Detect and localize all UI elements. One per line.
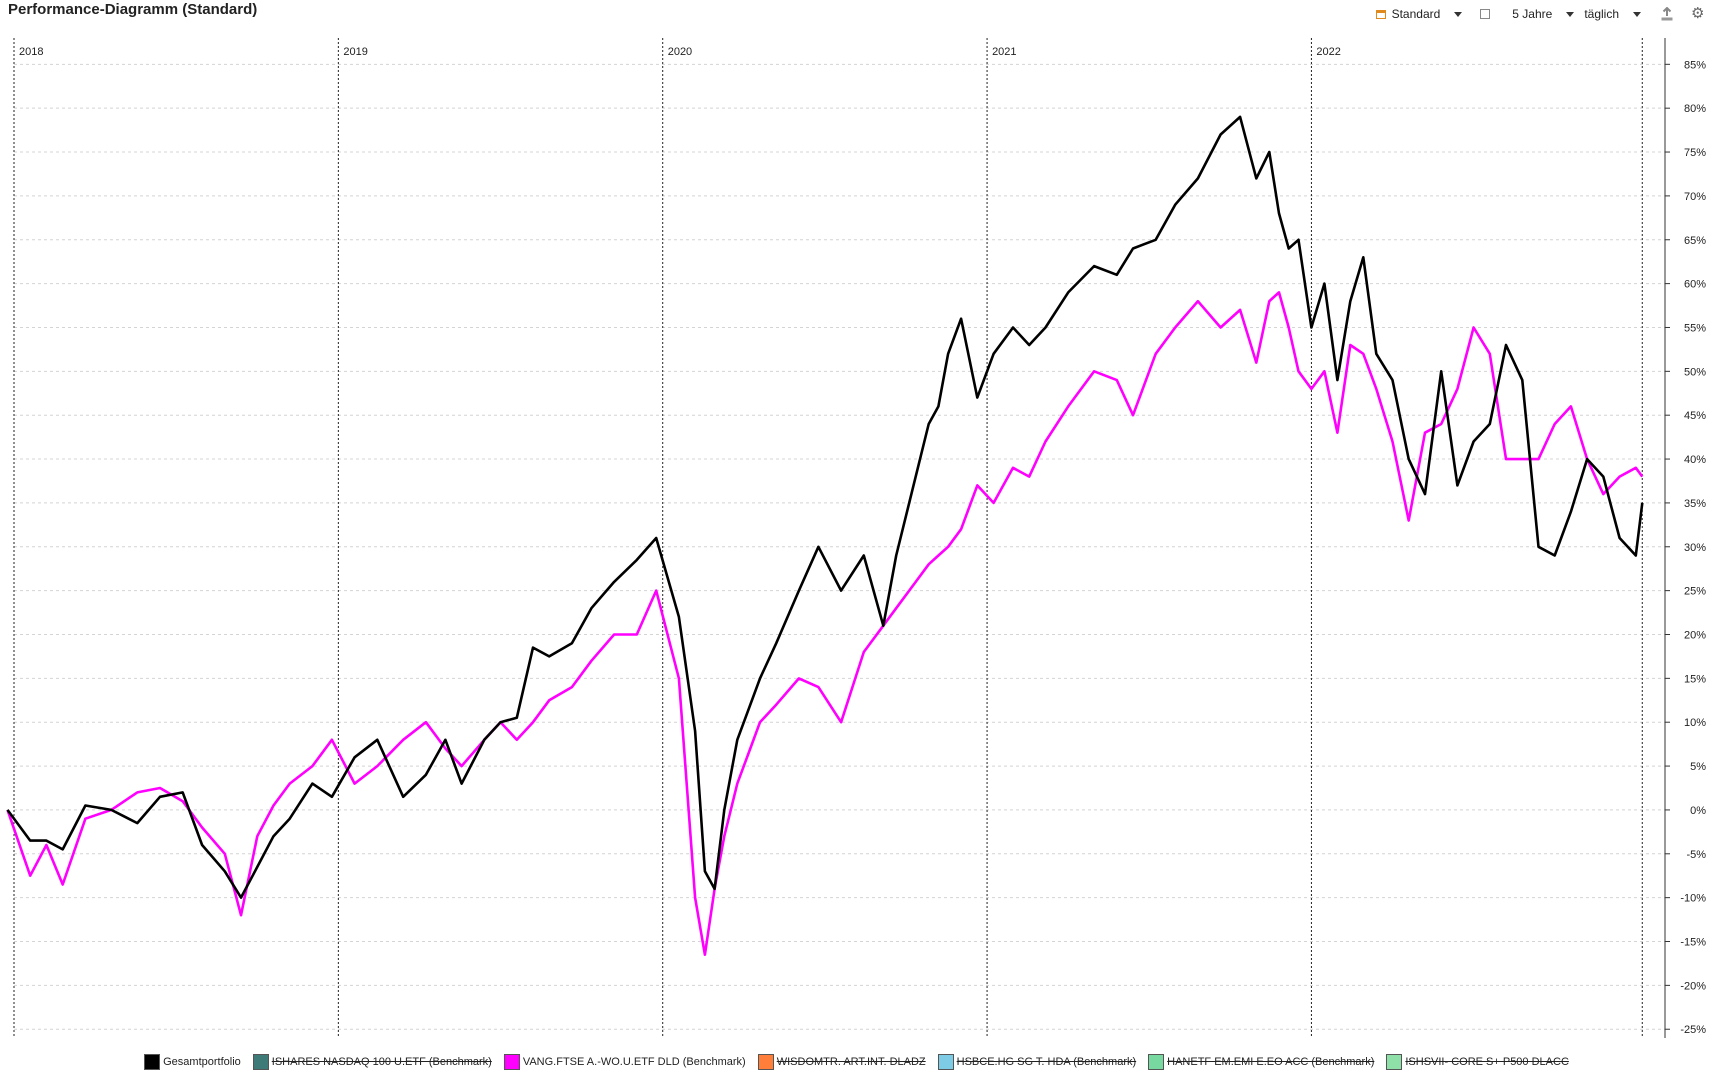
legend-label: ISHARES NASDAQ 100 U.ETF (Benchmark) <box>271 1056 492 1068</box>
y-tick-label: 55% <box>1684 322 1706 334</box>
legend-item[interactable]: VANG.FTSE A.-WO.U.ETF DLD (Benchmark) <box>503 1054 746 1070</box>
y-tick-label: 30% <box>1684 542 1706 554</box>
series-line <box>6 291 1644 957</box>
chevron-down-icon <box>1633 11 1641 17</box>
y-tick-label: 65% <box>1684 235 1706 247</box>
legend-label: WISDOMTR. ART.INT. DLADZ <box>776 1056 926 1068</box>
y-tick-label: 15% <box>1684 673 1706 685</box>
year-label: 2021 <box>992 46 1016 58</box>
y-tick-label: 10% <box>1684 717 1706 729</box>
legend-label: ISHSVII- CORE S+ P500 DLACC <box>1405 1056 1569 1068</box>
legend-item[interactable]: ISHARES NASDAQ 100 U.ETF (Benchmark) <box>252 1054 492 1070</box>
series-lines <box>6 115 1644 957</box>
year-label: 2018 <box>19 46 43 58</box>
y-tick-label: 85% <box>1684 59 1706 71</box>
legend-swatch <box>252 1054 269 1070</box>
y-tick-label: -15% <box>1680 937 1706 949</box>
legend-item[interactable]: Gesamtportfolio <box>144 1054 241 1070</box>
legend-item[interactable]: ISHSVII- CORE S+ P500 DLACC <box>1386 1054 1569 1070</box>
legend-label: VANG.FTSE A.-WO.U.ETF DLD (Benchmark) <box>522 1056 746 1068</box>
legend-swatch <box>937 1054 954 1070</box>
chart-grid <box>14 63 1665 1030</box>
y-tick-label: 70% <box>1684 191 1706 203</box>
page-title: Performance-Diagramm (Standard) <box>8 1 258 18</box>
y-tick-label: -20% <box>1680 980 1706 992</box>
y-tick-label: 75% <box>1684 147 1706 159</box>
legend-label: HANETF EM.EMI E.EO ACC (Benchmark) <box>1167 1056 1375 1068</box>
layout-label: Standard <box>1391 7 1441 21</box>
y-tick-label: 60% <box>1684 279 1706 291</box>
legend-swatch <box>503 1054 520 1070</box>
y-axis: 85% 80% 75% 70% 65% 60% 55% 50% 45% 40% 35% 30% 25% 2… <box>1664 38 1706 1038</box>
chevron-down-icon <box>1454 11 1463 17</box>
interval-dropdown[interactable]: täglich <box>1584 7 1641 21</box>
legend-swatch <box>1386 1054 1403 1070</box>
y-tick-label: 50% <box>1684 366 1706 378</box>
year-label: 2020 <box>668 46 692 58</box>
layout-dropdown[interactable]: Standard <box>1375 7 1463 21</box>
y-tick-label: 35% <box>1684 498 1706 510</box>
legend-item[interactable]: WISDOMTR. ART.INT. DLADZ <box>757 1054 926 1070</box>
y-tick-label: 20% <box>1684 629 1706 641</box>
export-button[interactable] <box>1651 7 1673 21</box>
period-label: 5 Jahre <box>1512 7 1553 21</box>
year-markers: 2018 2019 2020 2021 2022 <box>13 38 1643 1038</box>
year-label: 2019 <box>343 46 367 58</box>
y-tick-label: -25% <box>1680 1024 1706 1036</box>
interval-label: täglich <box>1584 7 1619 21</box>
y-tick-label: 45% <box>1684 410 1706 422</box>
y-tick-label: -10% <box>1680 893 1706 905</box>
legend-item[interactable]: HSBCE.HG SG T. HDA (Benchmark) <box>937 1054 1137 1070</box>
y-tick-label: 25% <box>1684 586 1706 598</box>
chevron-down-icon <box>1566 11 1575 17</box>
y-tick-label: 0% <box>1690 805 1706 817</box>
legend-swatch <box>1148 1054 1165 1070</box>
y-tick-label: 80% <box>1684 103 1706 115</box>
legend-swatch <box>144 1054 161 1070</box>
legend-item[interactable]: HANETF EM.EMI E.EO ACC (Benchmark) <box>1148 1054 1374 1070</box>
year-label: 2022 <box>1316 46 1340 58</box>
export-icon <box>1661 7 1673 21</box>
y-tick-label: -5% <box>1686 849 1706 861</box>
calendar-icon <box>1375 9 1386 19</box>
legend-label: HSBCE.HG SG T. HDA (Benchmark) <box>956 1056 1137 1068</box>
settings-button[interactable]: ⚙ <box>1683 5 1705 22</box>
legend-swatch <box>757 1054 774 1070</box>
gear-icon: ⚙ <box>1691 5 1705 22</box>
window-icon <box>1480 9 1491 19</box>
series-line <box>6 115 1644 899</box>
chart-legend: Gesamtportfolio ISHARES NASDAQ 100 U.ETF … <box>0 1054 1713 1070</box>
y-tick-label: 40% <box>1684 454 1706 466</box>
legend-label: Gesamtportfolio <box>163 1056 241 1068</box>
window-button[interactable] <box>1472 9 1491 19</box>
chart-toolbar: Standard 5 Jahre täglich ⚙ <box>1366 5 1705 23</box>
performance-chart: 2018 2019 2020 2021 2022 85% 80% 75% 70% 65% 60% 5… <box>6 38 1706 1038</box>
y-tick-label: 5% <box>1690 761 1706 773</box>
period-dropdown[interactable]: 5 Jahre <box>1500 7 1575 21</box>
